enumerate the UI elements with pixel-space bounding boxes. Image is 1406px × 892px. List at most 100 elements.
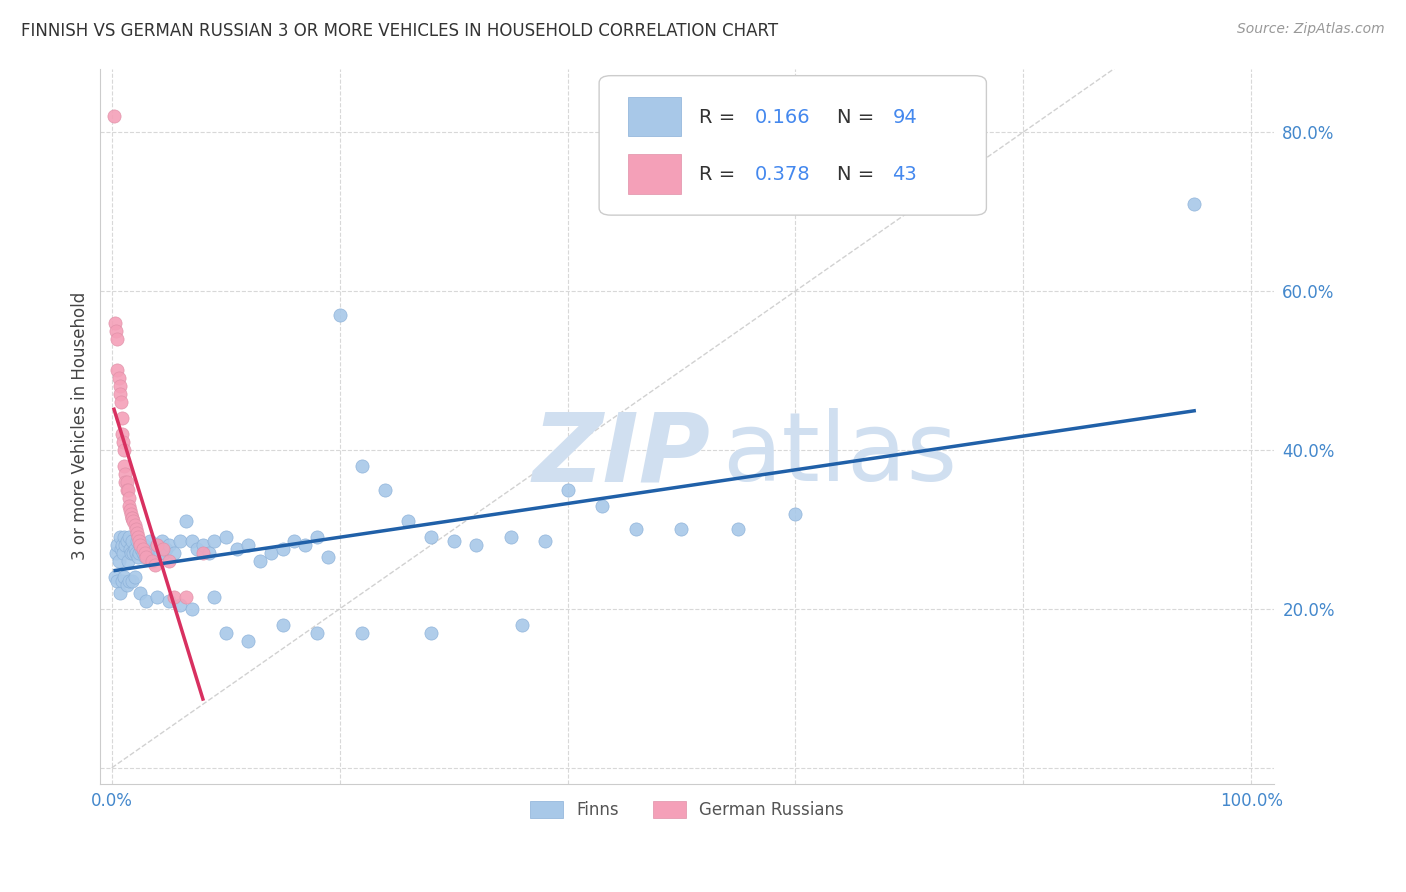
Point (557, 483, 579, 497)
Point (465, 538, 488, 552)
Point (419, 530, 441, 544)
Point (118, 499, 141, 513)
Point (202, 534, 225, 549)
Text: FINNISH VS GERMAN RUSSIAN 3 OR MORE VEHICLES IN HOUSEHOLD CORRELATION CHART: FINNISH VS GERMAN RUSSIAN 3 OR MORE VEHI… (21, 22, 778, 40)
Legend: Finns, German Russians: Finns, German Russians (523, 794, 851, 825)
Point (155, 542, 177, 557)
Point (104, 570, 127, 584)
Text: 94: 94 (893, 108, 917, 127)
Point (107, 538, 129, 552)
Point (112, 530, 135, 544)
Point (115, 578, 138, 592)
Point (316, 550, 339, 565)
Point (374, 483, 396, 497)
Point (134, 550, 156, 565)
Point (352, 458, 374, 473)
Point (624, 523, 647, 537)
Point (110, 395, 132, 409)
Point (111, 574, 134, 588)
Point (135, 550, 157, 565)
Text: 0.378: 0.378 (755, 165, 811, 184)
Point (443, 534, 465, 549)
Point (125, 526, 148, 541)
Point (114, 538, 136, 552)
Point (107, 554, 129, 568)
Point (110, 542, 132, 557)
Point (169, 534, 191, 549)
Point (329, 308, 352, 322)
Point (533, 534, 555, 549)
Point (131, 542, 153, 557)
Point (107, 574, 129, 588)
Point (134, 546, 156, 560)
Point (271, 542, 294, 557)
Y-axis label: 3 or more Vehicles in Household: 3 or more Vehicles in Household (72, 292, 89, 560)
Point (112, 570, 135, 584)
Point (1182, 196, 1205, 211)
Point (180, 602, 202, 616)
Point (180, 534, 202, 549)
Point (121, 574, 143, 588)
Point (157, 594, 180, 608)
Point (146, 538, 169, 552)
Point (112, 546, 135, 560)
Point (157, 538, 180, 552)
Text: N =: N = (838, 108, 880, 127)
Point (117, 554, 139, 568)
Point (419, 625, 441, 640)
Point (131, 546, 153, 560)
Point (120, 507, 142, 521)
Point (163, 546, 186, 560)
Point (125, 534, 148, 549)
Text: 43: 43 (893, 165, 917, 184)
Text: R =: R = (699, 165, 741, 184)
Point (108, 586, 131, 600)
Point (174, 515, 197, 529)
Point (105, 546, 128, 560)
Point (108, 530, 131, 544)
Point (238, 538, 260, 552)
Point (129, 586, 152, 600)
Point (118, 530, 141, 544)
Point (510, 617, 533, 632)
Point (117, 483, 139, 497)
Point (131, 542, 153, 557)
Point (124, 518, 146, 533)
Point (305, 625, 328, 640)
Point (671, 523, 693, 537)
Point (136, 546, 159, 560)
Point (283, 534, 305, 549)
Point (785, 507, 807, 521)
Point (124, 523, 146, 537)
Point (107, 363, 129, 377)
Point (143, 558, 166, 573)
Point (118, 491, 141, 505)
Point (352, 625, 374, 640)
Point (249, 554, 271, 568)
Point (124, 542, 146, 557)
Point (118, 502, 141, 516)
Point (108, 387, 131, 401)
Point (135, 542, 157, 557)
Point (163, 590, 186, 604)
Point (128, 546, 150, 560)
Point (157, 554, 180, 568)
Point (107, 332, 129, 346)
Point (186, 542, 208, 557)
Point (146, 590, 169, 604)
Point (124, 546, 146, 560)
Point (191, 538, 214, 552)
Point (112, 458, 135, 473)
Point (149, 546, 172, 560)
Point (127, 550, 149, 565)
Point (141, 554, 163, 568)
Text: N =: N = (838, 165, 880, 184)
Point (115, 475, 138, 489)
Point (396, 515, 419, 529)
Point (111, 427, 134, 442)
Bar (628, 97, 682, 136)
Point (115, 483, 138, 497)
Text: ZIP: ZIP (533, 409, 710, 501)
Point (108, 379, 131, 393)
Point (294, 538, 316, 552)
